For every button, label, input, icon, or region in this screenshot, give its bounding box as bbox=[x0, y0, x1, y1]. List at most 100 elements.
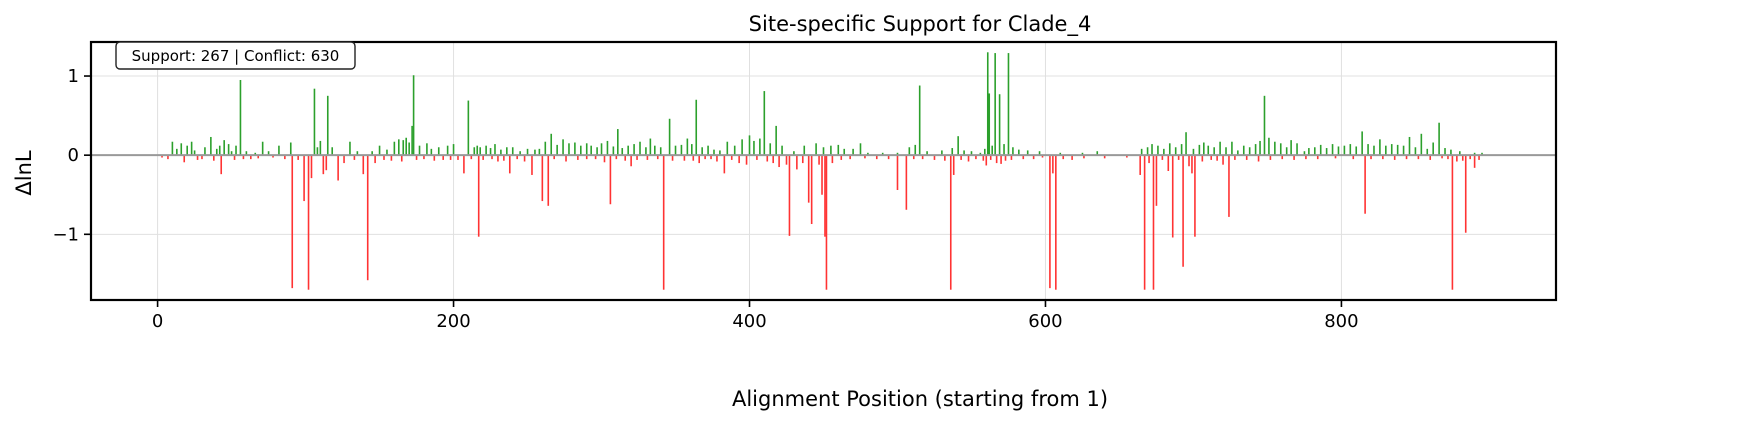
conflict-bar bbox=[1461, 155, 1464, 161]
support-bar bbox=[1373, 145, 1375, 156]
conflict-bar bbox=[284, 155, 286, 160]
support-bar bbox=[1168, 143, 1171, 156]
support-bar bbox=[1285, 147, 1288, 156]
support-bar bbox=[1450, 149, 1452, 156]
support-bar bbox=[386, 149, 388, 156]
support-bar bbox=[235, 145, 237, 156]
conflict-bar bbox=[949, 155, 952, 290]
conflict-bar bbox=[242, 155, 245, 160]
conflict-bar bbox=[497, 155, 499, 162]
support-bar bbox=[1331, 144, 1334, 156]
support-bar bbox=[506, 147, 508, 156]
x-tick-label: 0 bbox=[152, 311, 163, 332]
support-bar bbox=[580, 145, 582, 156]
conflict-bar bbox=[1222, 155, 1224, 165]
support-bar bbox=[430, 148, 433, 156]
support-bar bbox=[822, 147, 825, 156]
support-bar bbox=[316, 147, 319, 156]
conflict-bar bbox=[337, 155, 339, 181]
support-bar bbox=[544, 141, 547, 156]
support-bar bbox=[793, 151, 795, 156]
plot-frame bbox=[89, 40, 1558, 302]
support-bar bbox=[1349, 144, 1352, 156]
support-bar bbox=[1268, 137, 1270, 156]
support-bar bbox=[701, 147, 703, 156]
conflict-bar bbox=[887, 155, 890, 160]
conflict-bar bbox=[1405, 155, 1408, 160]
support-bar bbox=[649, 138, 652, 156]
conflict-bar bbox=[541, 155, 544, 202]
conflict-bar bbox=[1161, 155, 1164, 160]
support-bar bbox=[1313, 147, 1316, 156]
support-bar bbox=[411, 125, 413, 156]
conflict-bar bbox=[1071, 155, 1073, 160]
conflict-bar bbox=[1055, 155, 1057, 290]
conflict-bar bbox=[730, 155, 733, 160]
support-bar bbox=[733, 145, 736, 156]
conflict-bar bbox=[1022, 155, 1025, 160]
conflict-bar bbox=[1041, 155, 1044, 158]
conflict-bar bbox=[553, 155, 555, 160]
support-bar bbox=[1308, 148, 1310, 156]
support-bar bbox=[378, 145, 381, 156]
support-bar bbox=[1343, 145, 1346, 156]
support-bar bbox=[837, 144, 840, 156]
conflict-bar bbox=[785, 155, 788, 165]
support-bar bbox=[1248, 147, 1251, 156]
support-bar bbox=[639, 141, 641, 156]
support-bar bbox=[1157, 145, 1159, 156]
support-bar bbox=[719, 150, 721, 156]
conflict-bar bbox=[1182, 155, 1184, 267]
support-bar bbox=[371, 151, 373, 156]
support-bar bbox=[331, 147, 334, 156]
conflict-bar bbox=[310, 155, 313, 179]
conflict-bar bbox=[1167, 155, 1170, 171]
support-bar bbox=[1379, 139, 1381, 156]
conflict-bar bbox=[374, 155, 376, 164]
conflict-bar bbox=[1210, 155, 1213, 160]
conflict-bar bbox=[161, 155, 163, 158]
conflict-bar bbox=[470, 155, 473, 160]
support-bar bbox=[538, 148, 541, 156]
conflict-bar bbox=[1191, 155, 1193, 174]
support-bar bbox=[289, 142, 292, 156]
conflict-bar bbox=[1364, 155, 1366, 214]
conflict-bar bbox=[257, 155, 260, 159]
conflict-bar bbox=[989, 155, 992, 160]
conflict-bar bbox=[1334, 155, 1337, 159]
support-bar bbox=[686, 138, 689, 156]
conflict-bar bbox=[1234, 155, 1236, 160]
support-bar bbox=[1163, 148, 1165, 156]
support-bar bbox=[1038, 151, 1041, 156]
conflict-bar bbox=[630, 155, 632, 167]
conflict-bar bbox=[1447, 155, 1449, 160]
support-bar bbox=[1473, 152, 1476, 156]
conflict-bar bbox=[710, 155, 712, 160]
support-bar bbox=[1237, 150, 1239, 156]
conflict-bar bbox=[821, 155, 823, 195]
support-bar bbox=[176, 148, 178, 156]
conflict-bar bbox=[1000, 155, 1002, 164]
conflict-bar bbox=[1352, 155, 1355, 160]
support-bar bbox=[326, 95, 329, 156]
support-bar bbox=[473, 147, 476, 156]
conflict-bar bbox=[449, 155, 452, 160]
conflict-bar bbox=[975, 155, 977, 160]
conflict-bar bbox=[322, 155, 325, 175]
support-bar bbox=[215, 148, 218, 156]
support-bar bbox=[1385, 145, 1387, 156]
support-bar bbox=[1003, 144, 1005, 156]
support-bar bbox=[986, 52, 989, 156]
support-bar bbox=[726, 141, 729, 156]
conflict-bar bbox=[807, 155, 810, 203]
conflict-bar bbox=[788, 155, 791, 236]
support-bar bbox=[998, 94, 1001, 156]
conflict-bar bbox=[1216, 155, 1218, 161]
conflict-bar bbox=[1004, 155, 1007, 161]
support-bar bbox=[1254, 144, 1257, 156]
conflict-bar bbox=[1143, 155, 1146, 290]
support-bar bbox=[1481, 152, 1483, 156]
support-bar bbox=[1096, 151, 1099, 156]
conflict-bar bbox=[482, 155, 484, 160]
